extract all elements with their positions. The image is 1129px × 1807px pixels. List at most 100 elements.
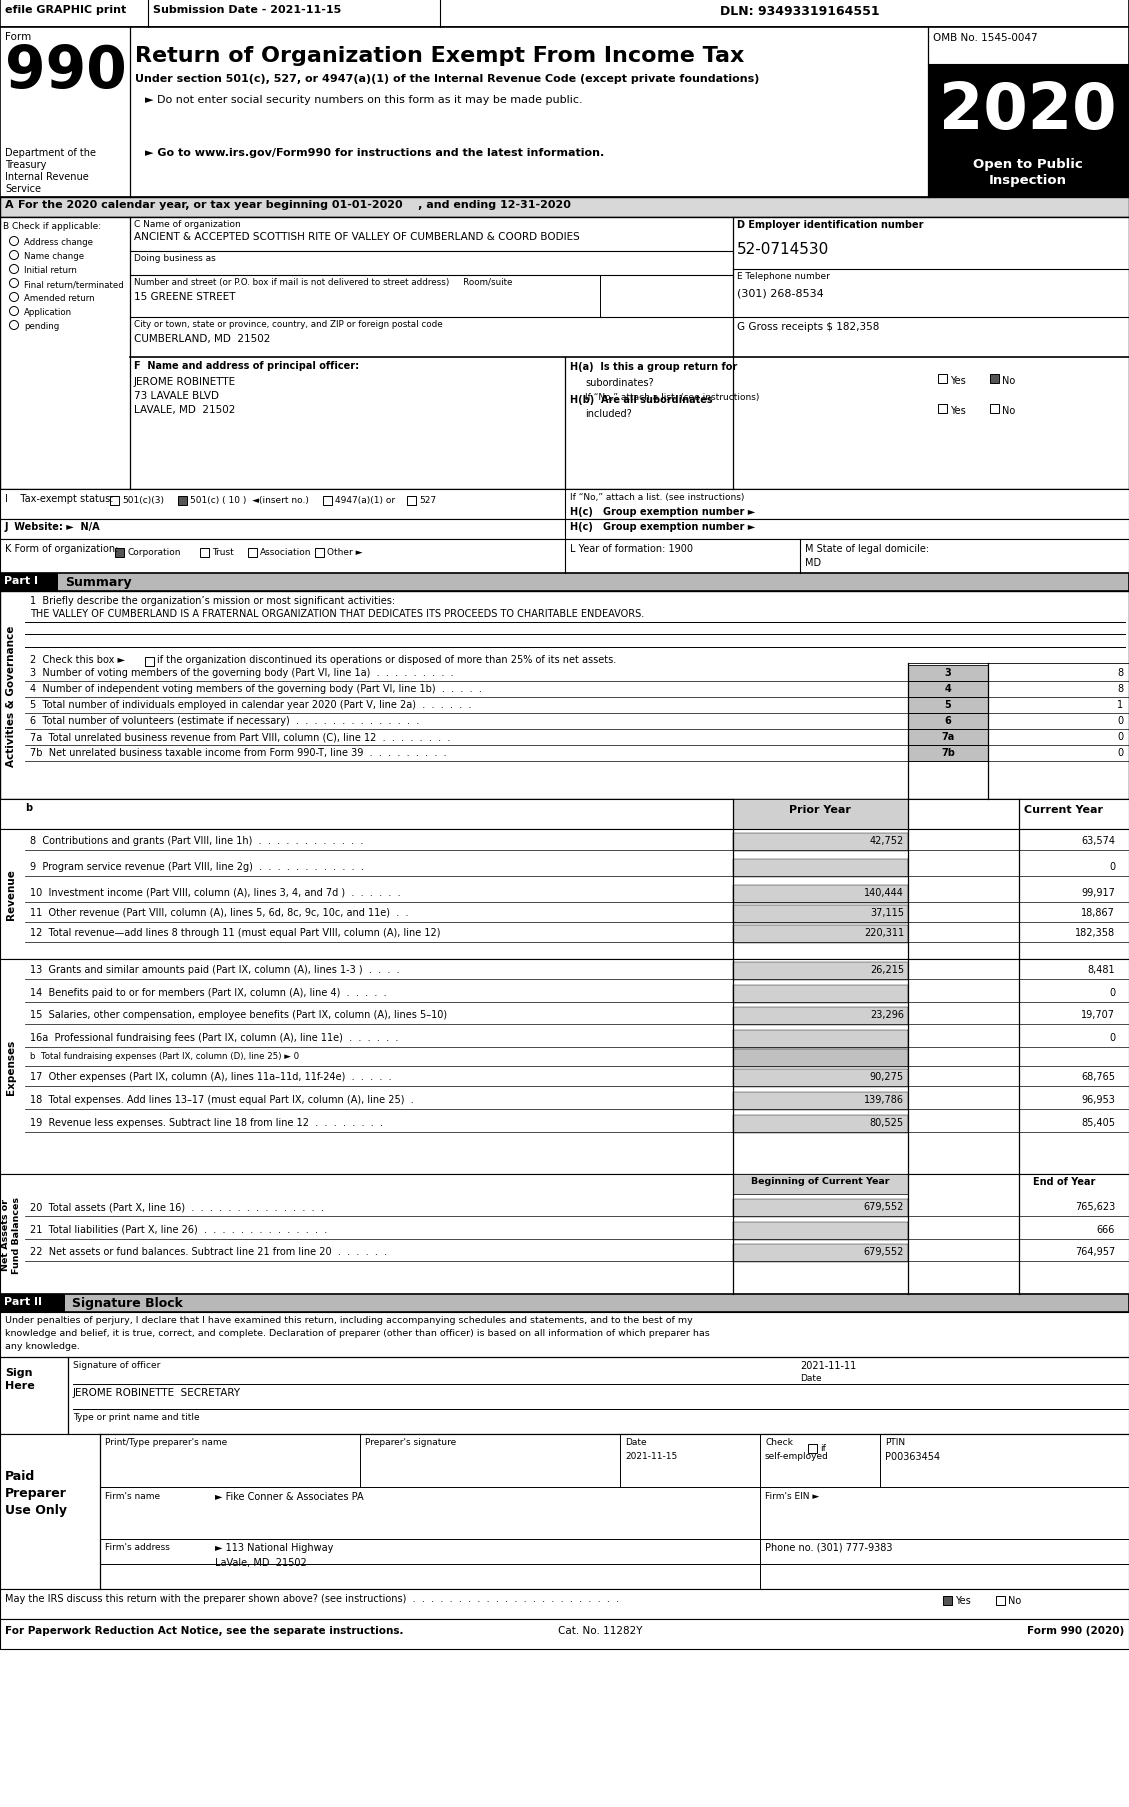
Bar [178, 497, 187, 506]
Text: D Employer identification number: D Employer identification number [737, 220, 924, 229]
Text: Form: Form [5, 33, 32, 42]
Bar [733, 1070, 908, 1088]
Bar [0, 799, 1129, 829]
Text: Firm's EIN ►: Firm's EIN ► [765, 1491, 820, 1500]
Text: Under section 501(c), 527, or 4947(a)(1) of the Internal Revenue Code (except pr: Under section 501(c), 527, or 4947(a)(1)… [135, 74, 760, 83]
Text: Type or print name and title: Type or print name and title [73, 1413, 200, 1422]
Text: JEROME ROBINETTE  SECRETARY: JEROME ROBINETTE SECRETARY [73, 1388, 242, 1397]
Text: Address change: Address change [24, 239, 93, 248]
Text: 68,765: 68,765 [1080, 1072, 1115, 1081]
Text: 501(c) ( 10 )  ◄(insert no.): 501(c) ( 10 ) ◄(insert no.) [190, 495, 309, 504]
Text: 140,444: 140,444 [864, 887, 904, 898]
Bar [0, 0, 1129, 27]
Text: 13  Grants and similar amounts paid (Part IX, column (A), lines 1-3 )  .  .  .  : 13 Grants and similar amounts paid (Part… [30, 965, 400, 974]
Text: Inspection: Inspection [989, 173, 1067, 186]
Text: 16a  Professional fundraising fees (Part IX, column (A), line 11e)  .  .  .  .  : 16a Professional fundraising fees (Part … [30, 1032, 399, 1043]
Text: Net Assets or
Fund Balances: Net Assets or Fund Balances [1, 1196, 20, 1272]
Text: 42,752: 42,752 [869, 835, 904, 846]
Text: 527: 527 [419, 495, 436, 504]
Text: 10  Investment income (Part VIII, column (A), lines 3, 4, and 7d )  .  .  .  .  : 10 Investment income (Part VIII, column … [30, 887, 401, 898]
Bar [996, 1596, 1005, 1605]
Text: b: b [25, 802, 32, 813]
Text: 0: 0 [1109, 862, 1115, 871]
Text: Here: Here [5, 1381, 35, 1390]
Bar [733, 925, 908, 943]
Bar [733, 1222, 908, 1240]
Text: 4  Number of independent voting members of the governing body (Part VI, line 1b): 4 Number of independent voting members o… [30, 683, 482, 694]
Text: Other ►: Other ► [327, 548, 362, 557]
Text: included?: included? [585, 408, 632, 419]
Text: 764,957: 764,957 [1075, 1247, 1115, 1256]
Text: subordinates?: subordinates? [585, 378, 654, 389]
Bar [908, 698, 988, 714]
Circle shape [9, 280, 18, 289]
Text: Beginning of Current Year: Beginning of Current Year [751, 1176, 890, 1185]
Text: Preparer's signature: Preparer's signature [365, 1437, 456, 1446]
Bar [0, 591, 1129, 799]
Text: For Paperwork Reduction Act Notice, see the separate instructions.: For Paperwork Reduction Act Notice, see … [5, 1624, 403, 1635]
Text: May the IRS discuss this return with the preparer shown above? (see instructions: May the IRS discuss this return with the… [5, 1594, 619, 1603]
Bar [733, 1050, 908, 1068]
Bar [0, 1175, 1129, 1294]
Bar [0, 573, 58, 591]
Bar [733, 833, 908, 851]
Text: K Form of organization:: K Form of organization: [5, 544, 119, 553]
Text: Cat. No. 11282Y: Cat. No. 11282Y [558, 1624, 642, 1635]
Bar [733, 1115, 908, 1133]
Text: 2  Check this box ►: 2 Check this box ► [30, 654, 125, 665]
Text: 666: 666 [1096, 1225, 1115, 1234]
Bar [0, 27, 1129, 199]
Text: ► Do not enter social security numbers on this form as it may be made public.: ► Do not enter social security numbers o… [145, 96, 583, 105]
Bar [110, 497, 119, 506]
Text: C Name of organization: C Name of organization [134, 220, 240, 229]
Text: Signature Block: Signature Block [72, 1296, 183, 1310]
Text: 1  Briefly describe the organization’s mission or most significant activities:: 1 Briefly describe the organization’s mi… [30, 596, 395, 605]
Bar [0, 960, 1129, 1175]
Text: 0: 0 [1117, 716, 1123, 726]
Text: 8  Contributions and grants (Part VIII, line 1h)  .  .  .  .  .  .  .  .  .  .  : 8 Contributions and grants (Part VIII, l… [30, 835, 364, 846]
Bar [0, 1312, 1129, 1435]
Text: Use Only: Use Only [5, 1503, 67, 1516]
Text: ► 113 National Highway: ► 113 National Highway [215, 1541, 333, 1552]
Text: CUMBERLAND, MD  21502: CUMBERLAND, MD 21502 [134, 334, 270, 343]
Text: 3  Number of voting members of the governing body (Part VI, line 1a)  .  .  .  .: 3 Number of voting members of the govern… [30, 667, 454, 678]
Text: 765,623: 765,623 [1075, 1202, 1115, 1211]
Text: No: No [1003, 407, 1015, 416]
Text: Association: Association [260, 548, 312, 557]
Text: Internal Revenue: Internal Revenue [5, 172, 89, 183]
Text: 220,311: 220,311 [864, 927, 904, 938]
Bar [0, 490, 1129, 520]
Text: 679,552: 679,552 [864, 1247, 904, 1256]
Text: 0: 0 [1117, 748, 1123, 757]
Text: End of Year: End of Year [1033, 1176, 1095, 1187]
Text: J  Website: ►  N/A: J Website: ► N/A [5, 522, 100, 531]
Bar [0, 1619, 1129, 1650]
Text: 0: 0 [1117, 732, 1123, 741]
Bar [733, 963, 908, 981]
Text: 12  Total revenue—add lines 8 through 11 (must equal Part VIII, column (A), line: 12 Total revenue—add lines 8 through 11 … [30, 927, 440, 938]
Text: 6  Total number of volunteers (estimate if necessary)  .  .  .  .  .  .  .  .  .: 6 Total number of volunteers (estimate i… [30, 716, 419, 726]
Text: No: No [1003, 376, 1015, 385]
Text: 9  Program service revenue (Part VIII, line 2g)  .  .  .  .  .  .  .  .  .  .  .: 9 Program service revenue (Part VIII, li… [30, 862, 364, 871]
Text: Part I: Part I [5, 576, 38, 585]
Text: Yes: Yes [955, 1596, 971, 1605]
Text: Firm's address: Firm's address [105, 1541, 169, 1550]
Text: MD: MD [805, 558, 821, 567]
Text: b  Total fundraising expenses (Part IX, column (D), line 25) ► 0: b Total fundraising expenses (Part IX, c… [30, 1052, 299, 1061]
Circle shape [9, 237, 18, 246]
Bar [943, 1596, 952, 1605]
Text: Date: Date [800, 1373, 822, 1382]
Bar [248, 549, 257, 558]
Text: ► Go to www.irs.gov/Form990 for instructions and the latest information.: ► Go to www.irs.gov/Form990 for instruct… [145, 148, 604, 157]
Text: If “No,” attach a list. (see instructions): If “No,” attach a list. (see instruction… [570, 493, 744, 502]
Text: 5  Total number of individuals employed in calendar year 2020 (Part V, line 2a) : 5 Total number of individuals employed i… [30, 699, 472, 710]
Text: LAVALE, MD  21502: LAVALE, MD 21502 [134, 405, 235, 416]
Text: 21  Total liabilities (Part X, line 26)  .  .  .  .  .  .  .  .  .  .  .  .  .  : 21 Total liabilities (Part X, line 26) .… [30, 1225, 327, 1234]
Text: Firm's name: Firm's name [105, 1491, 160, 1500]
Text: Amended return: Amended return [24, 295, 95, 304]
Bar [733, 1093, 908, 1109]
Bar [0, 1435, 1129, 1588]
Text: A: A [5, 201, 14, 210]
Text: 501(c)(3): 501(c)(3) [122, 495, 164, 504]
Text: 19  Revenue less expenses. Subtract line 18 from line 12  .  .  .  .  .  .  .  .: 19 Revenue less expenses. Subtract line … [30, 1117, 383, 1128]
